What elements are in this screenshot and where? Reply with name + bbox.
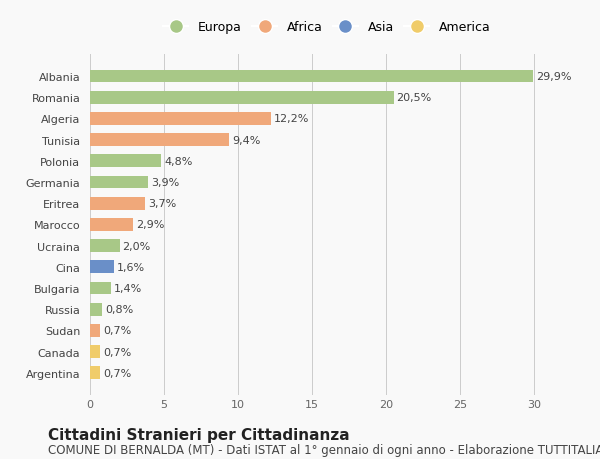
Bar — [90, 176, 148, 189]
Text: 1,4%: 1,4% — [114, 283, 142, 293]
Text: 12,2%: 12,2% — [274, 114, 309, 124]
Bar — [90, 282, 111, 295]
Bar — [90, 92, 394, 104]
Bar — [90, 303, 102, 316]
Bar — [90, 367, 100, 379]
Text: 2,9%: 2,9% — [136, 220, 164, 230]
Legend: Europa, Africa, Asia, America: Europa, Africa, Asia, America — [160, 17, 494, 38]
Bar — [90, 113, 271, 125]
Text: 9,4%: 9,4% — [232, 135, 260, 146]
Text: Cittadini Stranieri per Cittadinanza: Cittadini Stranieri per Cittadinanza — [48, 427, 350, 442]
Text: 0,7%: 0,7% — [103, 347, 131, 357]
Bar — [90, 346, 100, 358]
Text: 0,8%: 0,8% — [105, 304, 133, 314]
Text: 0,7%: 0,7% — [103, 368, 131, 378]
Bar — [90, 197, 145, 210]
Bar — [90, 325, 100, 337]
Bar — [90, 155, 161, 168]
Text: 3,7%: 3,7% — [148, 199, 176, 209]
Bar — [90, 218, 133, 231]
Text: 1,6%: 1,6% — [116, 262, 145, 272]
Text: 3,9%: 3,9% — [151, 178, 179, 188]
Bar — [90, 240, 119, 252]
Text: 20,5%: 20,5% — [397, 93, 432, 103]
Text: 0,7%: 0,7% — [103, 326, 131, 336]
Text: 4,8%: 4,8% — [164, 157, 193, 167]
Text: COMUNE DI BERNALDA (MT) - Dati ISTAT al 1° gennaio di ogni anno - Elaborazione T: COMUNE DI BERNALDA (MT) - Dati ISTAT al … — [48, 443, 600, 456]
Text: 2,0%: 2,0% — [122, 241, 151, 251]
Bar — [90, 134, 229, 147]
Bar — [90, 71, 533, 83]
Text: 29,9%: 29,9% — [536, 72, 571, 82]
Bar — [90, 261, 114, 274]
